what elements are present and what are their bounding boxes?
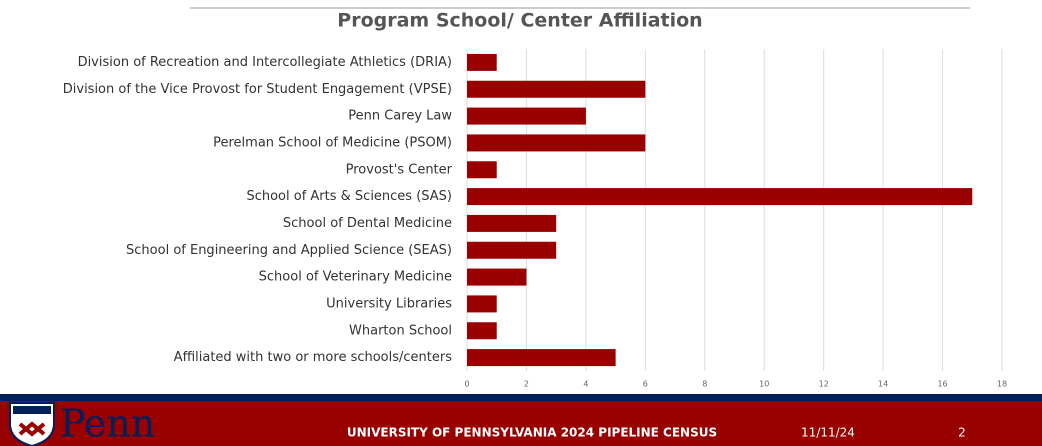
footer-date: 11/11/24 (801, 426, 855, 440)
y-tick-label: School of Veterinary Medicine (259, 270, 452, 285)
y-tick-label: Provost's Center (346, 162, 453, 177)
bar (467, 214, 557, 232)
footer-title: UNIVERSITY OF PENNSYLVANIA 2024 PIPELINE… (347, 426, 717, 440)
chart-title: Program School/ Center Affiliation (337, 10, 702, 32)
y-tick-label: University Libraries (326, 296, 452, 311)
bar (467, 107, 586, 125)
x-tick-label: 6 (643, 380, 648, 389)
y-tick-label: School of Dental Medicine (283, 216, 452, 231)
bar (467, 161, 497, 179)
footer-stripe (0, 394, 1042, 401)
x-tick-label: 2 (524, 380, 529, 389)
x-tick-label: 10 (759, 380, 769, 389)
x-tick-label: 4 (583, 380, 588, 389)
bar (467, 188, 973, 206)
x-tick-label: 18 (997, 380, 1007, 389)
y-tick-label: School of Arts & Sciences (SAS) (246, 189, 452, 204)
x-tick-label: 12 (819, 380, 829, 389)
logo-text: Penn (60, 402, 155, 446)
y-tick-label: Wharton School (349, 323, 452, 338)
bar (467, 349, 616, 367)
bar (467, 268, 527, 286)
bar (467, 322, 497, 340)
y-tick-label: School of Engineering and Applied Scienc… (126, 243, 452, 258)
bar (467, 53, 497, 71)
y-tick-label: Division of the Vice Provost for Student… (63, 82, 452, 97)
page-number: 2 (958, 426, 966, 440)
x-tick-label: 16 (937, 380, 947, 389)
bar (467, 80, 646, 98)
bar (467, 241, 557, 259)
x-tick-label: 14 (878, 380, 888, 389)
footer-band (0, 401, 1042, 446)
x-tick-label: 0 (464, 380, 469, 389)
y-tick-label: Perelman School of Medicine (PSOM) (213, 135, 452, 150)
y-tick-label: Affiliated with two or more schools/cent… (174, 350, 453, 365)
bar (467, 295, 497, 313)
y-tick-label: Penn Carey Law (348, 109, 452, 124)
bar (467, 134, 646, 152)
x-tick-label: 8 (702, 380, 707, 389)
penn-shield (9, 402, 55, 446)
y-tick-label: Division of Recreation and Intercollegia… (78, 55, 452, 70)
